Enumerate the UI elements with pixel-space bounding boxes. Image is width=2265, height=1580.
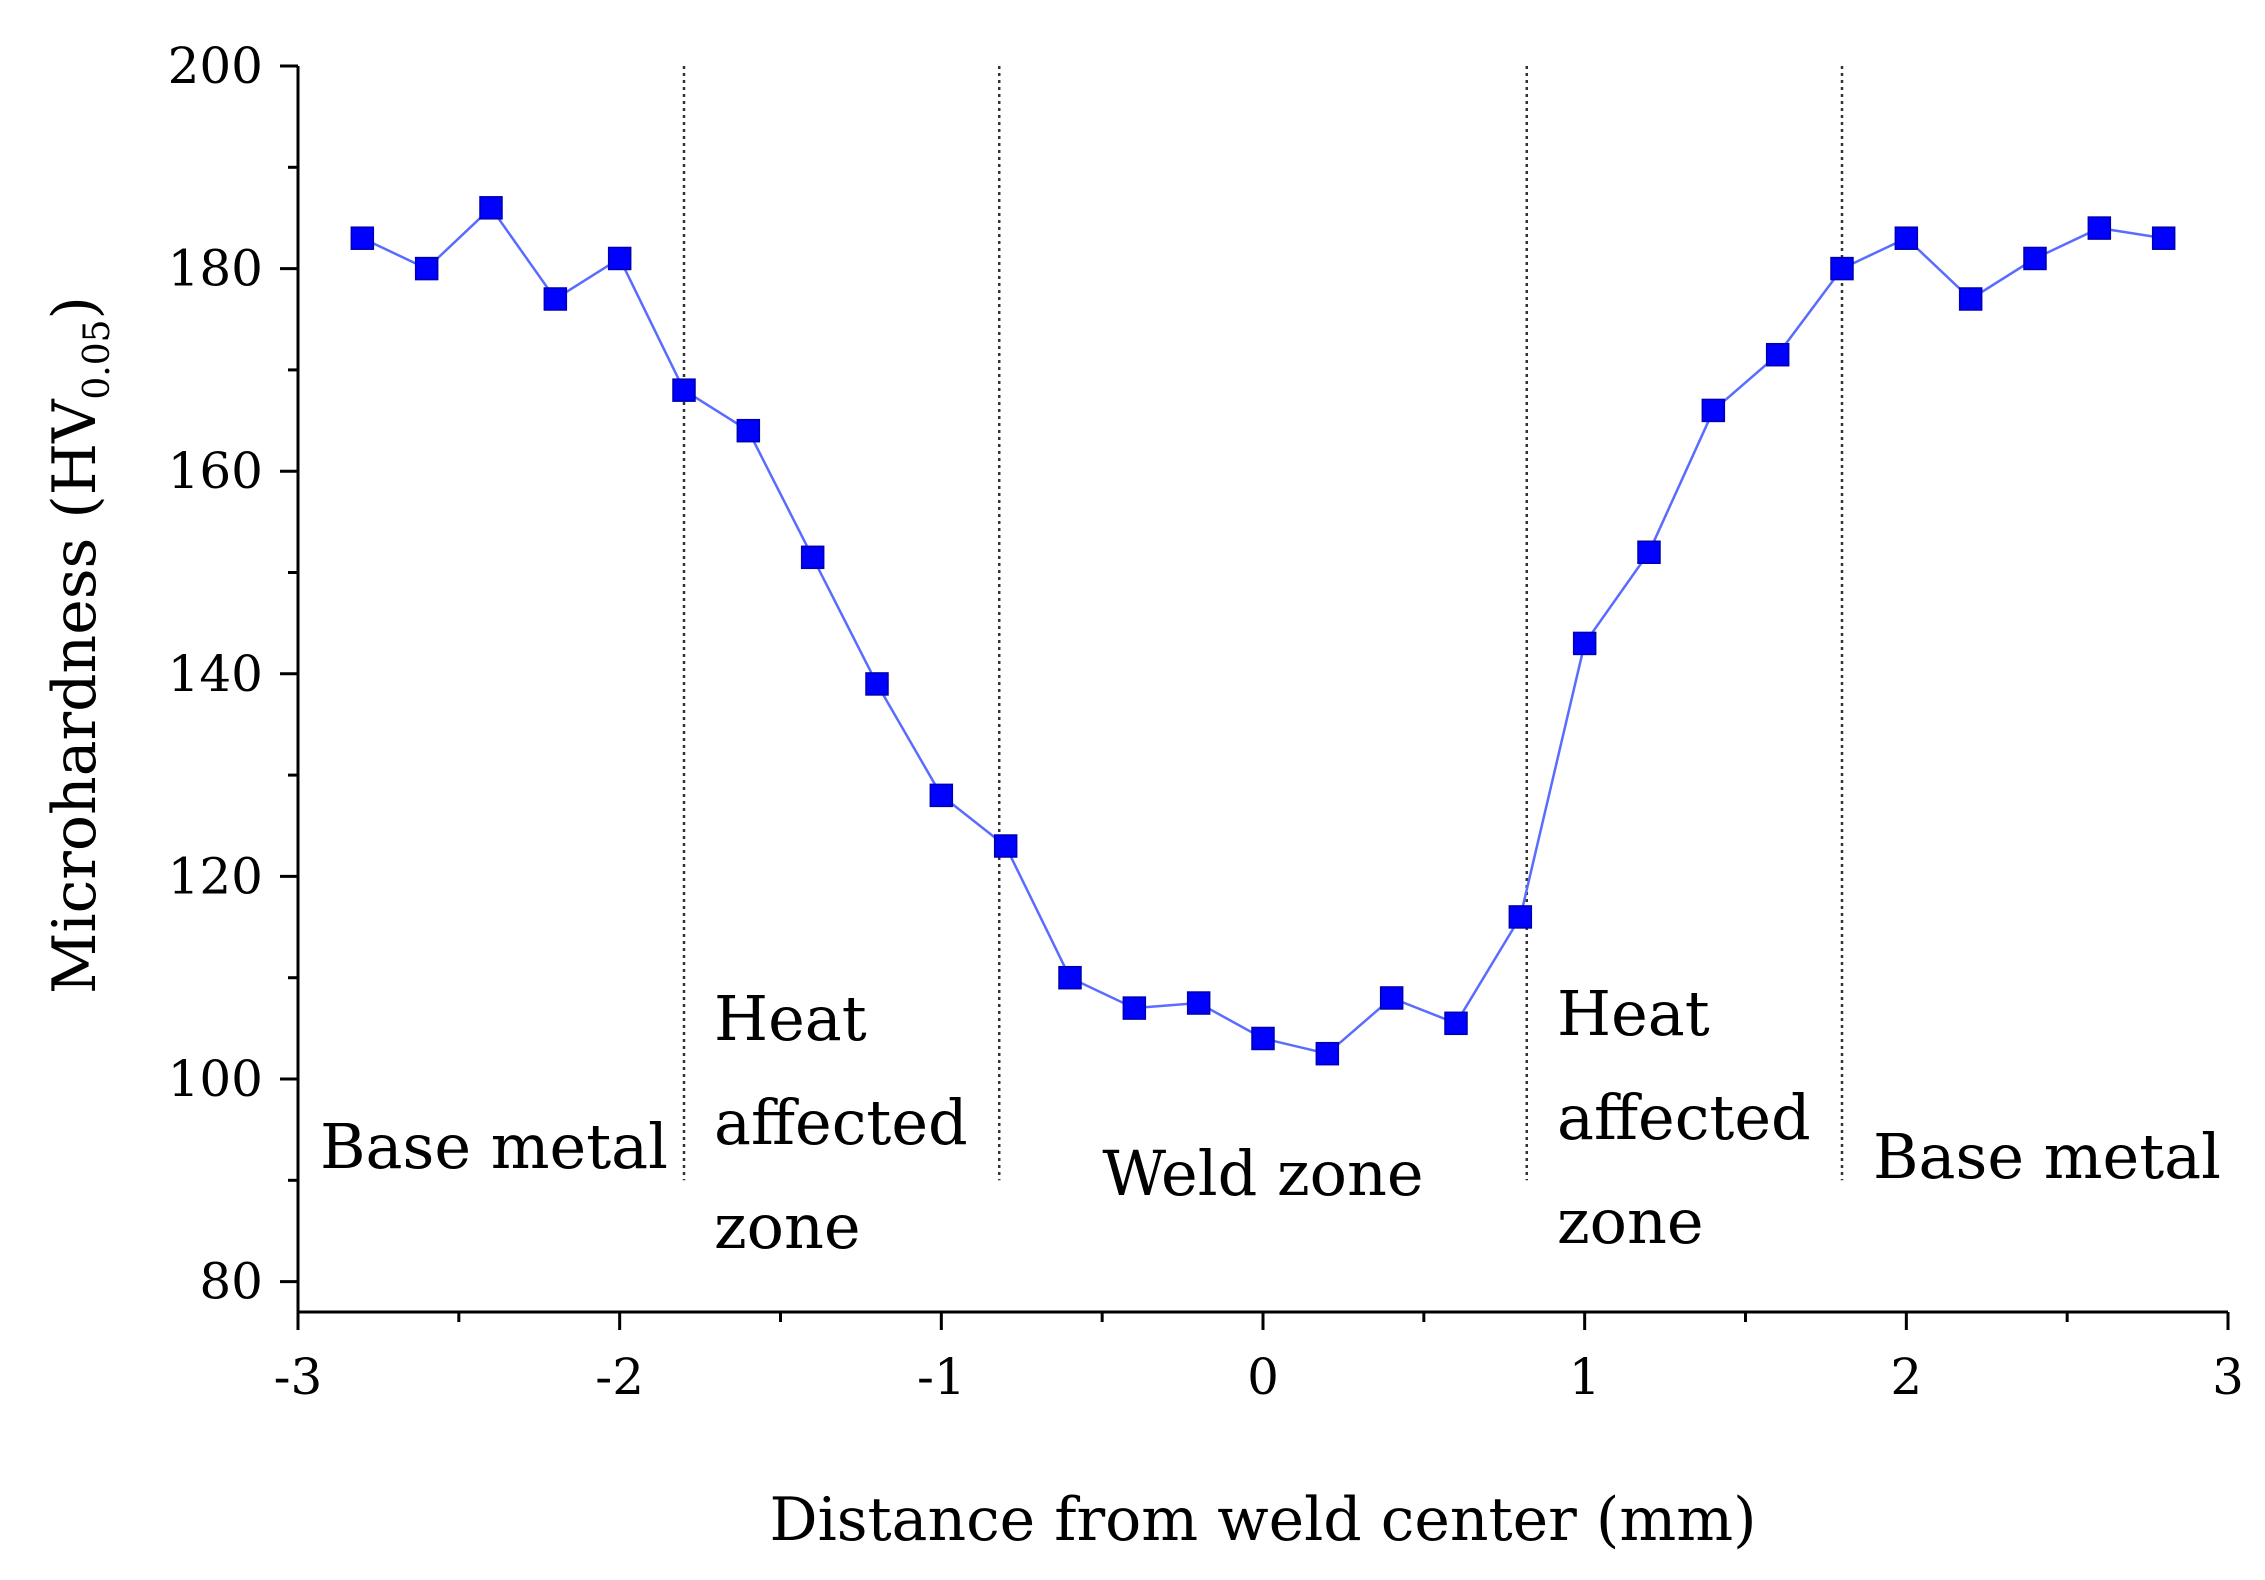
data-point: [1701, 398, 1726, 423]
data-point: [1122, 996, 1147, 1020]
y-axis-ticks: 80 100 120 140 160 180 200: [168, 37, 298, 1311]
x-tick-label: 0: [1247, 1348, 1279, 1406]
data-point: [1379, 986, 1404, 1010]
zone-label-line: Heat: [1557, 977, 1710, 1050]
x-tick-label: 3: [2212, 1348, 2244, 1406]
y-axis-title-close: ): [40, 296, 110, 319]
x-tick-label: 1: [1569, 1348, 1601, 1406]
data-point: [1315, 1041, 1340, 1066]
data-point: [1251, 1026, 1275, 1051]
data-point: [929, 783, 954, 808]
data-point: [1958, 287, 1983, 311]
data-point: [1637, 540, 1661, 564]
y-tick-label: 140: [168, 645, 263, 703]
x-tick-label: -3: [274, 1348, 323, 1406]
x-tick-label: -2: [595, 1348, 644, 1406]
y-tick-label: 160: [168, 442, 263, 500]
zone-label-line: zone: [1557, 1185, 1704, 1258]
data-series: [350, 196, 2176, 1066]
zone-label-line: affected: [1557, 1081, 1811, 1154]
x-tick-label: -1: [917, 1348, 966, 1406]
y-tick-label: 100: [168, 1050, 263, 1108]
y-tick-label: 120: [168, 847, 263, 905]
zone-label-line: affected: [714, 1086, 968, 1159]
data-point: [1444, 1011, 1468, 1036]
zone-labels: Base metal Heat affected zone Weld zone Heat a…: [320, 977, 2221, 1263]
data-point: [800, 545, 825, 570]
y-axis-title-main: Microhardness (HV: [40, 398, 110, 994]
x-tick-label: 2: [1890, 1348, 1922, 1406]
data-point: [1186, 991, 1211, 1015]
zone-label-line: Heat: [714, 982, 867, 1055]
x-axis-title: Distance from weld center (mm): [769, 1485, 1756, 1555]
data-point: [350, 226, 375, 250]
y-axis-title: Microhardness (HV0.05): [40, 296, 118, 994]
y-axis-title-subscript: 0.05: [77, 319, 118, 399]
data-point: [1508, 905, 1533, 929]
zone-label-line: Weld zone: [1102, 1137, 1423, 1210]
data-point: [2087, 216, 2112, 240]
data-point: [865, 672, 889, 696]
data-point: [479, 196, 503, 220]
data-point: [1765, 342, 1790, 367]
zone-label-line: Base metal: [320, 1110, 668, 1183]
data-point: [2151, 226, 2176, 250]
y-tick-label: 200: [168, 37, 263, 95]
data-point: [2023, 246, 2047, 271]
data-point: [1830, 256, 1854, 281]
data-point: [1572, 631, 1597, 656]
data-point: [736, 418, 761, 443]
y-tick-label: 180: [168, 240, 263, 298]
x-axis-ticks: -3 -2 -1 0 1 2 3: [274, 1312, 2244, 1406]
data-point: [1894, 226, 1919, 250]
data-point: [543, 287, 568, 311]
data-point: [607, 246, 632, 271]
y-tick-label: 80: [199, 1253, 263, 1311]
data-point: [672, 378, 696, 402]
data-point: [1058, 965, 1082, 990]
zone-label-line: zone: [714, 1190, 861, 1263]
data-point: [993, 834, 1018, 858]
data-point: [414, 256, 439, 281]
zone-label-line: Base metal: [1873, 1120, 2221, 1193]
